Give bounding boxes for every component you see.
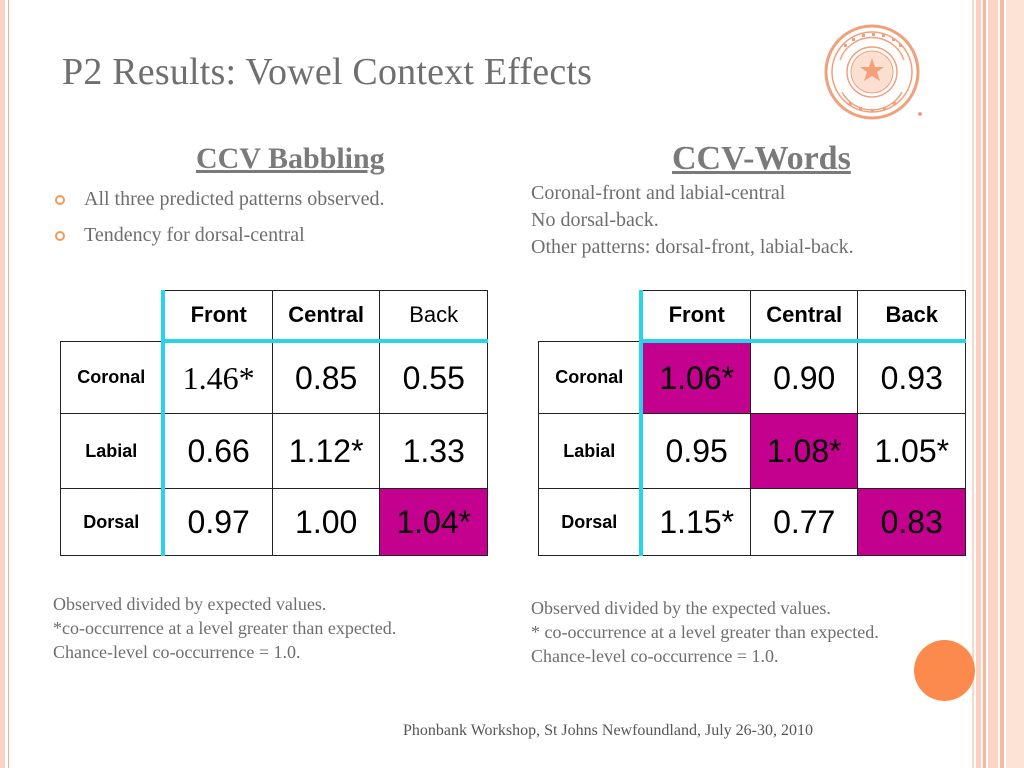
note-line: *co-occurrence at a level greater than e…	[53, 618, 397, 638]
left-frame-band	[0, 0, 5, 768]
bullet-item: Tendency for dorsal-central	[52, 223, 384, 248]
right-stripe	[1000, 0, 1004, 768]
bullet-circle-icon	[55, 195, 65, 205]
right-stripe	[972, 0, 974, 768]
right-stripe	[976, 0, 981, 768]
table-cell: 0.93	[857, 339, 966, 414]
row-header-coronal: Coronal	[60, 340, 164, 414]
table-cell: 1.15*	[639, 488, 751, 556]
table-cell: 1.46*	[161, 339, 273, 414]
right-table-notes: Observed divided by the expected values.…	[531, 596, 879, 668]
note-line: Observed divided by the expected values.	[531, 598, 831, 618]
table-cell: 1.00	[271, 488, 381, 556]
babbling-table: Front Central Back Coronal 1.46* 0.85 0.…	[60, 290, 488, 556]
slide-footer: Phonbank Workshop, St Johns Newfoundland…	[403, 722, 813, 739]
column-header-central: Central	[749, 290, 859, 342]
university-seal-logo	[824, 24, 922, 120]
decorative-circle	[914, 640, 975, 701]
right-heading: CCV-Words	[672, 140, 851, 177]
column-header-central: Central	[271, 290, 381, 342]
left-heading: CCV Babbling	[196, 142, 385, 175]
words-table: Front Central Back Coronal 1.06* 0.90 0.…	[538, 290, 966, 556]
table-cell: 0.55	[379, 339, 488, 414]
row-header-coronal: Coronal	[538, 340, 642, 414]
table-corner	[60, 290, 164, 342]
highlighted-cell: 1.04*	[379, 488, 488, 556]
table-cell: 0.66	[161, 413, 273, 489]
bullet-item: All three predicted patterns observed.	[52, 187, 384, 212]
note-line: Chance-level co-occurrence = 1.0.	[531, 646, 779, 666]
slide-title: P2 Results: Vowel Context Effects	[62, 51, 593, 93]
column-header-front: Front	[639, 290, 751, 342]
table-cell: 0.95	[639, 413, 751, 489]
summary-line: Coronal-front and labial-central	[531, 182, 786, 204]
row-header-dorsal: Dorsal	[60, 488, 164, 556]
bullet-text: Tendency for dorsal-central	[84, 224, 305, 246]
table-cell: 1.12*	[271, 413, 381, 489]
column-header-front: Front	[161, 290, 273, 342]
right-summary: Coronal-front and labial-central No dors…	[531, 180, 854, 261]
bullet-text: All three predicted patterns observed.	[84, 188, 385, 210]
row-header-labial: Labial	[538, 413, 642, 489]
right-stripe	[988, 0, 998, 768]
highlighted-cell: 0.83	[857, 488, 966, 556]
row-header-dorsal: Dorsal	[538, 488, 642, 556]
column-header-back: Back	[857, 290, 966, 342]
summary-line: Other patterns: dorsal-front, labial-bac…	[531, 236, 854, 258]
right-stripe	[1006, 0, 1024, 768]
left-bullet-list: All three predicted patterns observed. T…	[52, 187, 384, 259]
note-line: Observed divided by expected values.	[53, 594, 327, 614]
table-cell: 1.33	[379, 413, 488, 489]
highlighted-cell: 1.08*	[749, 413, 859, 489]
table-corner	[538, 290, 642, 342]
left-frame-line	[8, 0, 9, 768]
left-table-notes: Observed divided by expected values. *co…	[53, 592, 396, 664]
row-header-labial: Labial	[60, 413, 164, 489]
bullet-circle-icon	[55, 231, 65, 241]
column-header-back: Back	[379, 290, 488, 342]
summary-line: No dorsal-back.	[531, 209, 659, 231]
table-cell: 0.85	[271, 339, 381, 414]
note-line: Chance-level co-occurrence = 1.0.	[53, 642, 301, 662]
table-cell: 0.90	[749, 339, 859, 414]
table-cell: 0.97	[161, 488, 273, 556]
note-line: * co-occurrence at a level greater than …	[531, 622, 879, 642]
table-cell: 1.05*	[857, 413, 966, 489]
right-stripe	[983, 0, 986, 768]
table-cell: 0.77	[749, 488, 859, 556]
highlighted-cell: 1.06*	[639, 339, 751, 414]
